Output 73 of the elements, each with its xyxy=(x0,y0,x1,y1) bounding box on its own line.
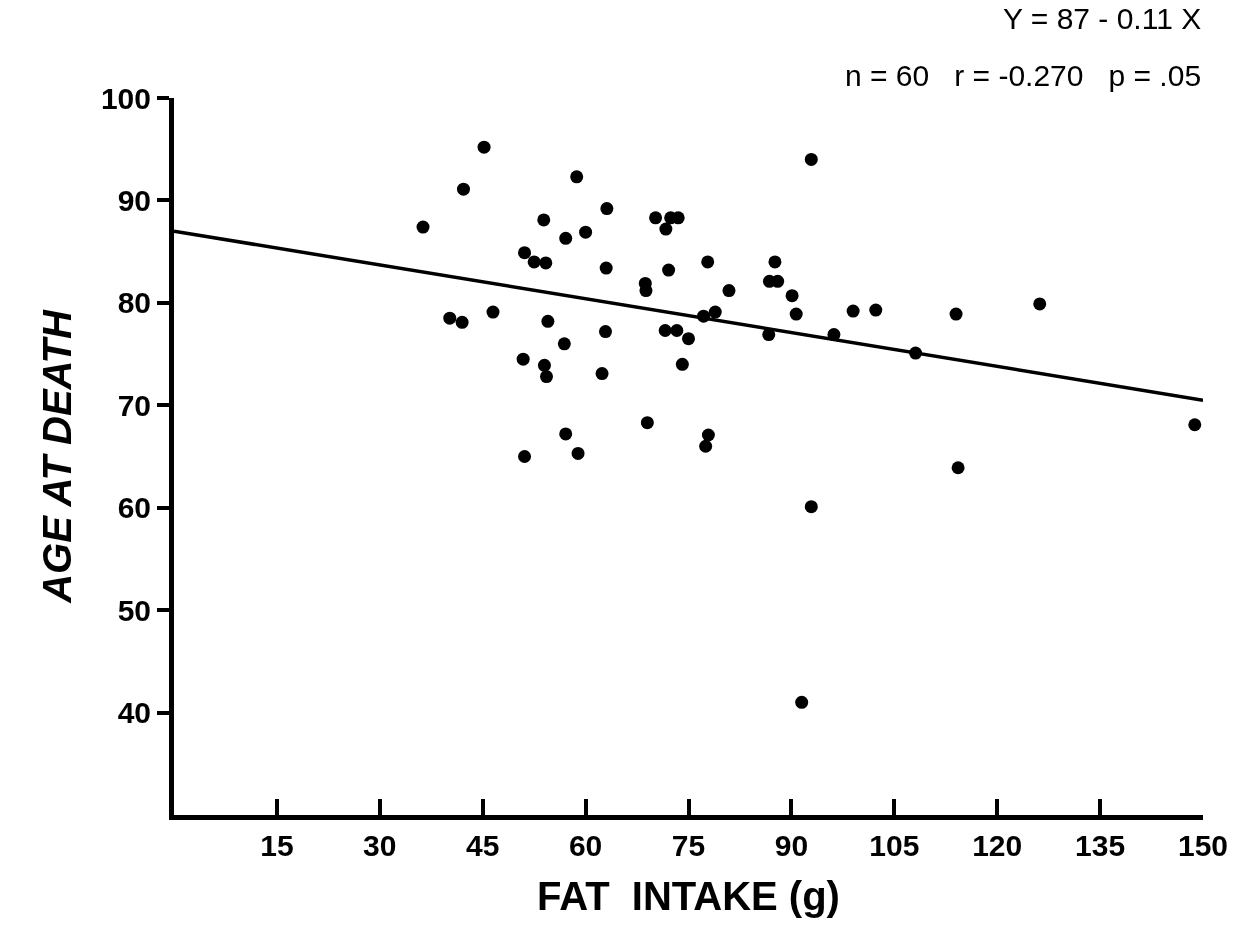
x-tick-label: 135 xyxy=(1075,829,1126,862)
point xyxy=(571,446,585,460)
point xyxy=(600,202,614,216)
point xyxy=(804,500,818,514)
x-tick-label: 105 xyxy=(869,829,920,862)
point xyxy=(518,246,532,260)
point xyxy=(699,439,713,453)
point xyxy=(486,305,500,319)
point xyxy=(659,222,673,236)
point xyxy=(557,337,571,351)
point xyxy=(541,314,555,328)
y-tick-label: 40 xyxy=(117,696,151,730)
point xyxy=(527,255,541,269)
x-tick-label: 120 xyxy=(972,829,1023,862)
text: n = 60 r = -0.270 p = .05 xyxy=(845,59,1202,92)
x-tick-label: 45 xyxy=(466,829,500,862)
point xyxy=(785,289,799,303)
y-tick-label: 80 xyxy=(117,286,151,320)
y-tick-label: 70 xyxy=(117,388,151,422)
point xyxy=(518,450,532,463)
point xyxy=(639,284,653,298)
point xyxy=(869,303,883,317)
x-tick-label: 30 xyxy=(363,829,397,862)
y-axis-title: AGE AT DEATH xyxy=(35,309,80,604)
point xyxy=(595,367,609,381)
point xyxy=(457,182,470,196)
point xyxy=(416,220,430,234)
point xyxy=(443,311,457,325)
point xyxy=(789,307,803,321)
point xyxy=(455,315,469,329)
point xyxy=(559,231,573,245)
point xyxy=(670,324,684,337)
x-tick-label: 75 xyxy=(671,829,706,862)
point xyxy=(846,304,860,318)
y-tick-label: 60 xyxy=(117,491,151,525)
point xyxy=(570,170,584,184)
point xyxy=(540,370,553,384)
point xyxy=(951,461,965,475)
point xyxy=(599,261,613,275)
point xyxy=(795,695,809,709)
x-tick-label: 15 xyxy=(260,829,294,862)
x-tick-label: 150 xyxy=(1177,829,1229,862)
point xyxy=(949,307,963,321)
point xyxy=(537,358,551,372)
point xyxy=(708,305,722,319)
point xyxy=(599,325,612,339)
point xyxy=(701,428,715,442)
point xyxy=(640,416,654,430)
point xyxy=(804,152,818,166)
point xyxy=(537,213,551,227)
y-tick-label: 100 xyxy=(100,81,151,115)
point xyxy=(771,274,785,288)
point xyxy=(477,140,491,154)
point xyxy=(658,324,672,337)
point xyxy=(701,255,715,269)
x-tick-label: 90 xyxy=(774,829,809,862)
point xyxy=(768,255,782,269)
point xyxy=(722,284,736,298)
point xyxy=(516,352,530,366)
point xyxy=(1188,418,1202,432)
point xyxy=(662,263,676,277)
y-tick-label: 50 xyxy=(117,593,151,627)
point xyxy=(579,225,593,239)
y-tick-label: 90 xyxy=(117,183,151,217)
point xyxy=(559,427,573,441)
point xyxy=(539,256,553,270)
point xyxy=(682,332,695,346)
point xyxy=(1033,297,1047,311)
x-axis-title: FAT INTAKE (g) xyxy=(537,873,840,918)
text: Y = 87 - 0.11 X xyxy=(1003,2,1202,35)
x-tick-label: 60 xyxy=(568,829,603,862)
point xyxy=(649,211,663,225)
point xyxy=(675,357,689,371)
